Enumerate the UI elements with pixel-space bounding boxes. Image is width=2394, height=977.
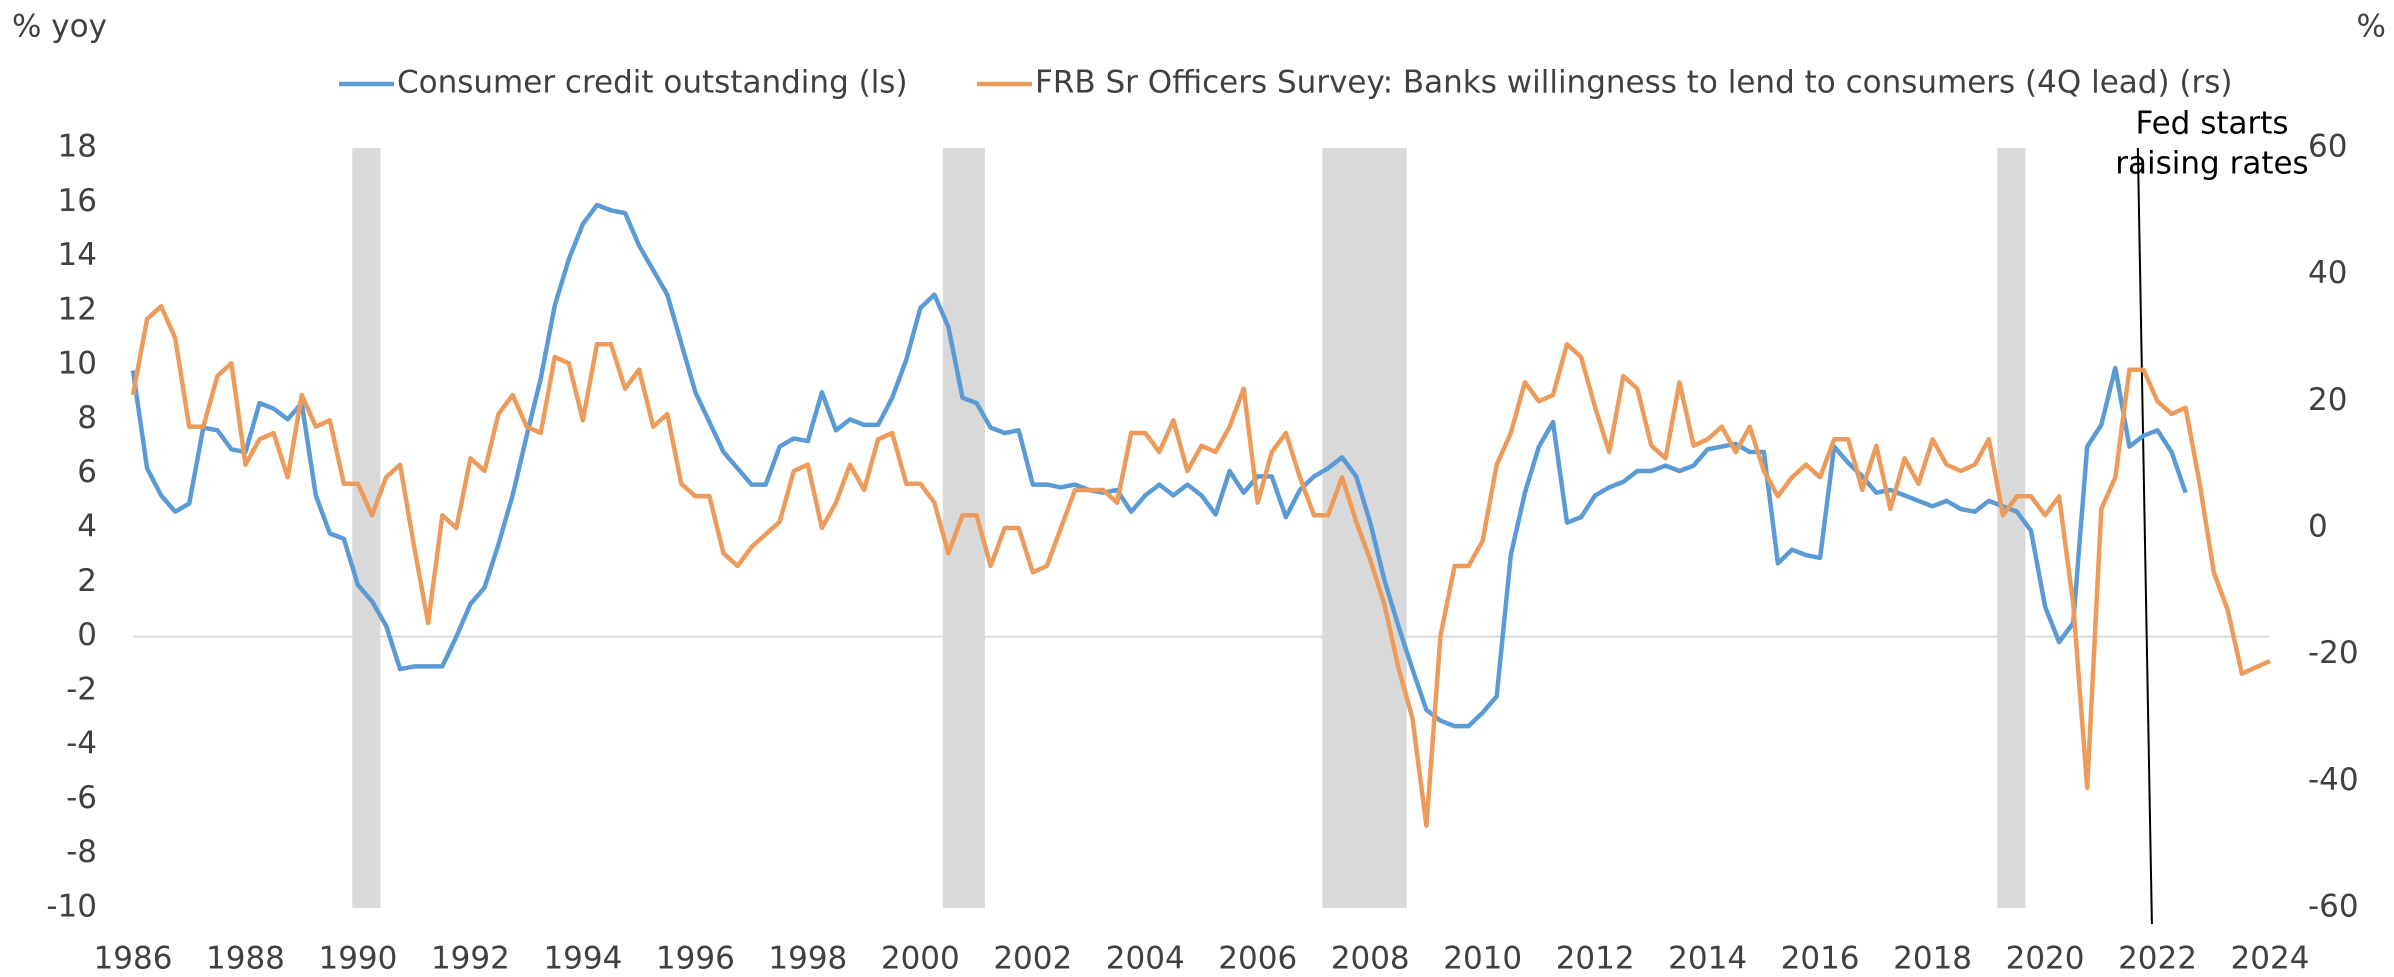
x-tick-label: 2000 xyxy=(881,941,960,977)
x-tick-label: 1994 xyxy=(543,941,622,977)
x-tick-label: 1998 xyxy=(768,941,847,977)
x-tick-label: 2016 xyxy=(1781,941,1860,977)
x-tick-label: 2014 xyxy=(1668,941,1747,977)
x-tick-label: 2012 xyxy=(1556,941,1635,977)
x-tick-label: 1996 xyxy=(656,941,735,977)
x-tick-label: 1992 xyxy=(431,941,510,977)
annotation-line xyxy=(2136,147,2153,925)
x-tick-label: 2022 xyxy=(2118,941,2197,977)
series-line xyxy=(130,304,2271,828)
x-tick-label: 2020 xyxy=(2006,941,2085,977)
y2-tick-label: -60 xyxy=(2308,889,2359,925)
y-tick-label: 6 xyxy=(77,454,97,490)
y2-axis-label: % xyxy=(2357,9,2386,45)
x-tick-label: 2024 xyxy=(2231,941,2310,977)
y2-tick-label: -20 xyxy=(2308,635,2359,671)
y-tick-label: -4 xyxy=(66,726,97,762)
y-tick-label: -6 xyxy=(66,780,97,816)
y-tick-label: -2 xyxy=(66,671,97,707)
y2-tick-label: 20 xyxy=(2308,382,2347,418)
y-tick-label: 12 xyxy=(58,291,97,327)
x-tick-label: 2010 xyxy=(1443,941,1522,977)
series-line xyxy=(130,202,2188,729)
legend-label: Consumer credit outstanding (ls) xyxy=(397,65,908,101)
y2-tick-label: 40 xyxy=(2308,255,2347,291)
y-tick-label: 16 xyxy=(58,183,97,219)
y-tick-label: 0 xyxy=(77,617,97,653)
annotation-text: raising rates xyxy=(2115,146,2308,182)
y-axis-label: % yoy xyxy=(12,9,107,45)
y-tick-label: 8 xyxy=(77,400,97,436)
x-tick-label: 2004 xyxy=(1106,941,1185,977)
y-tick-label: 18 xyxy=(58,129,97,165)
y-tick-label: 14 xyxy=(58,237,97,273)
recession-band xyxy=(1997,148,2026,908)
recession-band xyxy=(1322,148,1407,908)
x-tick-label: 2006 xyxy=(1218,941,1297,977)
y-tick-label: -8 xyxy=(66,834,97,870)
y-tick-label: 10 xyxy=(58,346,97,382)
y-tick-label: 2 xyxy=(77,563,97,599)
x-tick-label: 1990 xyxy=(318,941,397,977)
recession-band xyxy=(352,148,381,908)
y-tick-label: 4 xyxy=(77,509,97,545)
y-tick-label: -10 xyxy=(46,889,97,925)
x-tick-label: 1986 xyxy=(94,941,173,977)
annotation-text: Fed starts xyxy=(2135,106,2288,142)
x-tick-label: 2008 xyxy=(1331,941,1410,977)
x-tick-label: 1988 xyxy=(206,941,285,977)
y2-tick-label: -40 xyxy=(2308,762,2359,798)
y2-tick-label: 60 xyxy=(2308,129,2347,165)
y2-tick-label: 0 xyxy=(2308,509,2328,545)
legend-label: FRB Sr Officers Survey: Banks willingnes… xyxy=(1035,65,2233,101)
x-tick-label: 2018 xyxy=(1893,941,1972,977)
x-tick-label: 2002 xyxy=(993,941,1072,977)
